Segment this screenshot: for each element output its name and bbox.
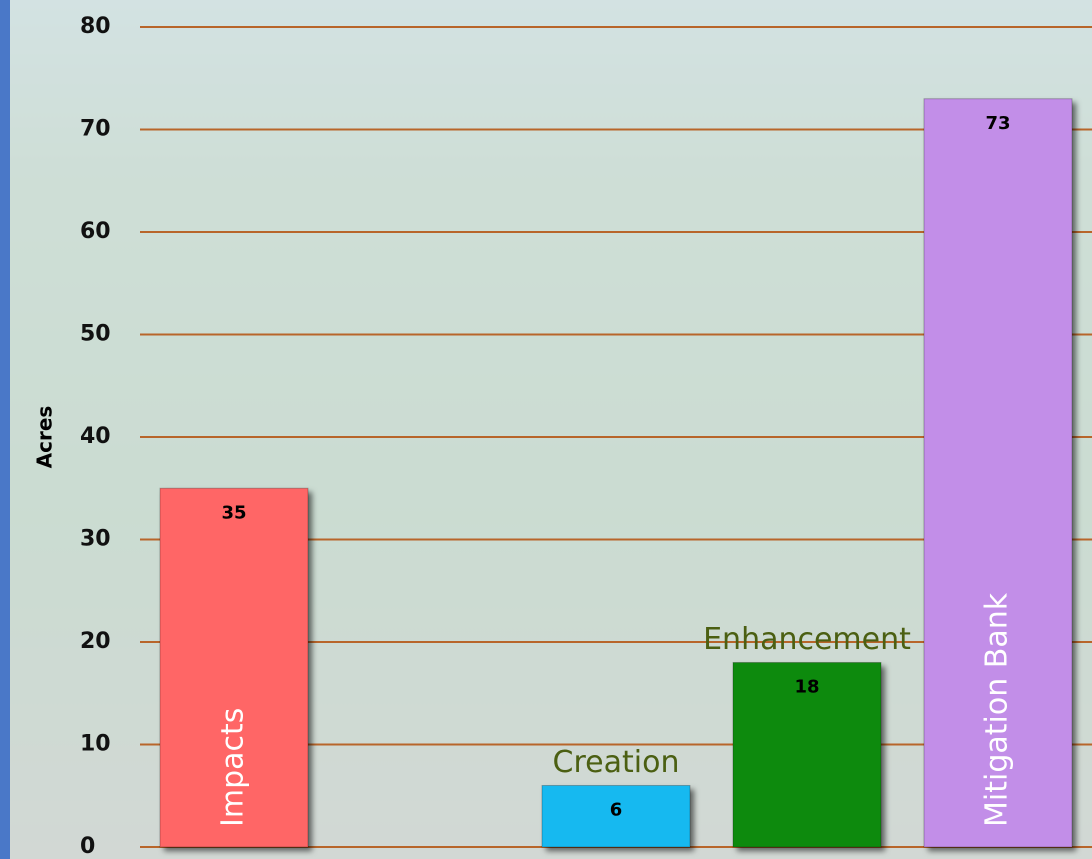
category-label: Creation: [553, 745, 680, 780]
side-stripe: [0, 0, 10, 859]
y-tick-label: 70: [80, 117, 111, 142]
y-tick-label: 60: [80, 219, 111, 244]
data-label: 6: [610, 800, 623, 821]
chart: Acres 0 10 20 30 40 50 60 70 80 35 Impacts 6 Creatio…: [0, 0, 1092, 859]
y-tick-label: 0: [80, 834, 95, 859]
data-label: 35: [221, 502, 246, 523]
page: {"chart_data": {"type": "bar", "y_label"…: [0, 0, 1092, 859]
category-label: Enhancement: [703, 622, 911, 657]
data-label: 18: [794, 677, 819, 698]
y-axis-label: Acres: [33, 406, 57, 469]
data-label: 73: [985, 113, 1010, 134]
y-tick-label: 30: [80, 527, 111, 552]
y-tick-label: 40: [80, 424, 111, 449]
category-label: Mitigation Bank: [980, 592, 1015, 827]
y-tick-label: 20: [80, 629, 111, 654]
y-tick-label: 80: [80, 14, 111, 39]
y-tick-label: 10: [80, 732, 111, 757]
y-tick-label: 50: [80, 322, 111, 347]
category-label: Impacts: [216, 708, 251, 827]
